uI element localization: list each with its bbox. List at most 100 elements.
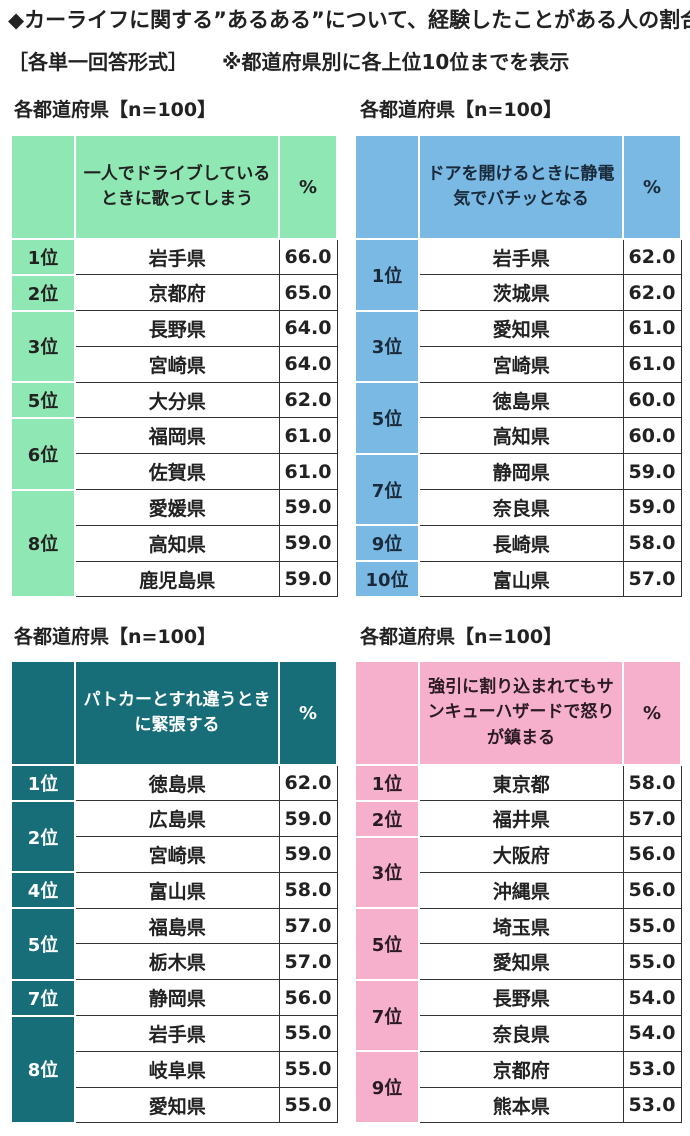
percent-cell: 59.0 [278, 524, 338, 562]
table-row: 7位 静岡県 56.0 [10, 978, 338, 1017]
prefecture-cell: 福岡県 [74, 417, 280, 455]
prefecture-cell: 宮崎県 [74, 345, 280, 383]
percent-cell: 58.0 [278, 871, 338, 909]
table-row: 愛知県 55.0 [355, 943, 682, 981]
prefecture-cell: 鹿児島県 [74, 560, 280, 598]
table-row: 5位 徳島県 60.0 [354, 381, 682, 455]
percent-cell: 66.0 [278, 238, 338, 276]
percent-cell: 53.0 [622, 1050, 682, 1088]
prefecture-cell: 大阪府 [418, 836, 624, 873]
table-row: 6位 福岡県 61.0 [10, 416, 338, 491]
rank-cell: 3位 [10, 309, 76, 384]
table-row: 茨城県 62.0 [355, 274, 682, 312]
percent-cell: 62.0 [622, 238, 682, 276]
percent-cell: 55.0 [278, 1050, 338, 1088]
percent-cell: 65.0 [278, 274, 338, 312]
display-note: ※都道府県別に各上位10位までを表示 [222, 50, 570, 74]
table-label-3: 各都道府県【n=100】 [14, 626, 217, 648]
table-row: 10位 富山県 57.0 [354, 560, 682, 598]
table-row: 7位 静岡県 59.0 [354, 452, 682, 527]
table-row: 5位 大分県 62.0 [10, 381, 338, 419]
table-row: 沖縄県 56.0 [355, 871, 682, 909]
rank-cell: 6位 [10, 416, 76, 491]
percent-cell: 59.0 [278, 489, 338, 526]
percent-header: % [278, 134, 338, 240]
percent-cell: 60.0 [622, 381, 682, 419]
rank-header-cell [10, 660, 76, 766]
percent-header: % [278, 660, 338, 766]
percent-cell: 57.0 [622, 800, 682, 838]
table-row: 愛知県 55.0 [11, 1086, 338, 1124]
rank-cell: 3位 [354, 835, 420, 910]
table-row: 7位 長野県 54.0 [354, 978, 682, 1053]
table-row: 1位 徳島県 62.0 [10, 764, 338, 802]
rank-cell: 9位 [354, 1050, 420, 1124]
rank-cell: 5位 [354, 907, 420, 981]
rank-cell: 3位 [354, 309, 420, 384]
prefecture-cell: 福島県 [74, 907, 280, 945]
table-row: 9位 京都府 53.0 [354, 1050, 682, 1124]
prefecture-cell: 静岡県 [74, 979, 280, 1017]
rank-cell: 7位 [354, 452, 420, 527]
rank-cell: 4位 [10, 871, 76, 910]
prefecture-cell: 富山県 [74, 871, 280, 909]
prefecture-cell: 長崎県 [418, 524, 624, 562]
page-title: ◆カーライフに関する”あるある”について、経験したことがある人の割合 [8, 8, 690, 32]
prefecture-cell: 奈良県 [418, 489, 624, 526]
prefecture-cell: 奈良県 [418, 1015, 624, 1052]
table-row: 5位 福島県 57.0 [10, 907, 338, 981]
percent-cell: 59.0 [278, 560, 338, 598]
rank-cell: 7位 [354, 978, 420, 1053]
rank-cell: 7位 [10, 978, 76, 1017]
prefecture-cell: 長野県 [74, 310, 280, 347]
percent-cell: 58.0 [622, 524, 682, 562]
percent-cell: 59.0 [278, 800, 338, 838]
prefecture-cell: 宮崎県 [418, 345, 624, 383]
rank-header-cell [10, 134, 76, 240]
percent-cell: 62.0 [622, 274, 682, 312]
question-header: ドアを開けるときに静電気でバチッとなる [418, 134, 624, 240]
prefecture-cell: 岩手県 [418, 238, 624, 276]
prefecture-cell: 愛媛県 [74, 489, 280, 526]
table-row: 奈良県 54.0 [355, 1015, 682, 1052]
rank-cell: 2位 [354, 799, 420, 838]
prefecture-cell: 岩手県 [74, 238, 280, 276]
table-row: 宮崎県 61.0 [355, 345, 682, 383]
prefecture-cell: 福井県 [418, 800, 624, 838]
question-header: 一人でドライブしているときに歌ってしまう [74, 134, 280, 240]
table-row: 1位 岩手県 62.0 [354, 238, 682, 312]
table-row: 熊本県 53.0 [355, 1086, 682, 1124]
prefecture-cell: 高知県 [418, 417, 624, 455]
rank-cell: 8位 [10, 1014, 76, 1124]
rank-cell: 2位 [10, 273, 76, 312]
table-row: 9位 長崎県 58.0 [354, 524, 682, 563]
percent-cell: 64.0 [278, 345, 338, 383]
percent-cell: 62.0 [278, 764, 338, 802]
rank-cell: 9位 [354, 524, 420, 563]
prefecture-cell: 佐賀県 [74, 453, 280, 491]
table-row: 1位 岩手県 66.0 [10, 238, 338, 276]
prefecture-cell: 茨城県 [418, 274, 624, 312]
table-row: 8位 岩手県 55.0 [10, 1014, 338, 1124]
percent-cell: 61.0 [278, 417, 338, 455]
percent-cell: 64.0 [278, 310, 338, 347]
table-row: 2位 京都府 65.0 [10, 273, 338, 312]
prefecture-cell: 徳島県 [418, 381, 624, 419]
percent-cell: 60.0 [622, 417, 682, 455]
percent-cell: 54.0 [622, 979, 682, 1017]
rank-cell: 1位 [10, 238, 76, 276]
rank-cell: 5位 [10, 381, 76, 419]
question-header: パトカーとすれ違うときに緊張する [74, 660, 280, 766]
prefecture-cell: 京都府 [74, 274, 280, 312]
prefecture-cell: 愛知県 [418, 943, 624, 981]
table-row: 4位 富山県 58.0 [10, 871, 338, 910]
rank-cell: 5位 [10, 907, 76, 981]
table-row: 2位 福井県 57.0 [354, 799, 682, 838]
table-label-1: 各都道府県【n=100】 [14, 99, 217, 121]
prefecture-cell: 埼玉県 [418, 907, 624, 945]
prefecture-cell: 沖縄県 [418, 871, 624, 909]
ranking-table-2: ドアを開けるときに静電気でバチッとなる% 1位 岩手県 62.0 茨城県 62.0 3位 愛知… [354, 134, 682, 598]
percent-cell: 57.0 [278, 943, 338, 981]
answer-format: ［各単一回答形式］ [8, 50, 188, 74]
percent-cell: 55.0 [622, 907, 682, 945]
